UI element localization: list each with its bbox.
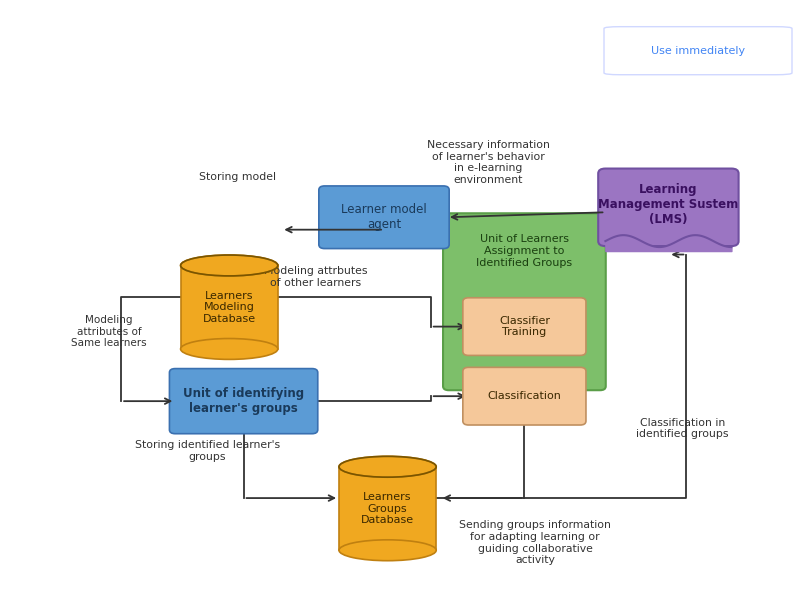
Ellipse shape (339, 540, 436, 561)
Text: Classifier
Training: Classifier Training (499, 316, 550, 337)
Text: Learners
Groups
Database: Learners Groups Database (361, 492, 414, 525)
Text: Storing model: Storing model (199, 172, 276, 183)
FancyBboxPatch shape (598, 168, 738, 246)
FancyBboxPatch shape (463, 367, 586, 425)
Text: Learners
Modeling
Database: Learners Modeling Database (202, 291, 256, 324)
Text: Learner model
agent: Learner model agent (341, 203, 427, 231)
Text: Necessary information
of learner's behavior
in e-learning
environment: Necessary information of learner's behav… (427, 140, 550, 185)
Text: Modeling
attributes of
Same learners: Modeling attributes of Same learners (71, 315, 146, 348)
FancyBboxPatch shape (319, 186, 449, 249)
FancyBboxPatch shape (443, 213, 606, 390)
Ellipse shape (181, 255, 278, 276)
Text: Modeling attrbutes
of other learners: Modeling attrbutes of other learners (264, 266, 367, 288)
Text: Template Gallery  /  Learner Model Business Architecture: Template Gallery / Learner Model Busines… (44, 11, 340, 21)
Text: Sending groups information
for adapting learning or
guiding collaborative
activi: Sending groups information for adapting … (459, 520, 611, 565)
Text: Unit of identifying
learner's groups: Unit of identifying learner's groups (183, 387, 304, 415)
Text: Classification: Classification (487, 391, 562, 401)
Text: Use immediately: Use immediately (651, 46, 745, 56)
Text: Learner Model Business Architecture: Learner Model Business Architecture (44, 46, 503, 70)
Text: Classification in
identified groups: Classification in identified groups (636, 418, 729, 439)
FancyBboxPatch shape (170, 368, 318, 434)
Text: Unit of Learners
Assignment to
Identified Groups: Unit of Learners Assignment to Identifie… (476, 234, 573, 267)
FancyBboxPatch shape (604, 26, 792, 75)
Bar (181, 266, 278, 349)
Text: Storing identified learner's
groups: Storing identified learner's groups (135, 440, 280, 462)
Bar (339, 467, 436, 551)
FancyBboxPatch shape (463, 297, 586, 355)
Text: Learning
Management Sustem
(LMS): Learning Management Sustem (LMS) (598, 183, 738, 227)
Ellipse shape (181, 338, 278, 359)
Ellipse shape (339, 456, 436, 477)
